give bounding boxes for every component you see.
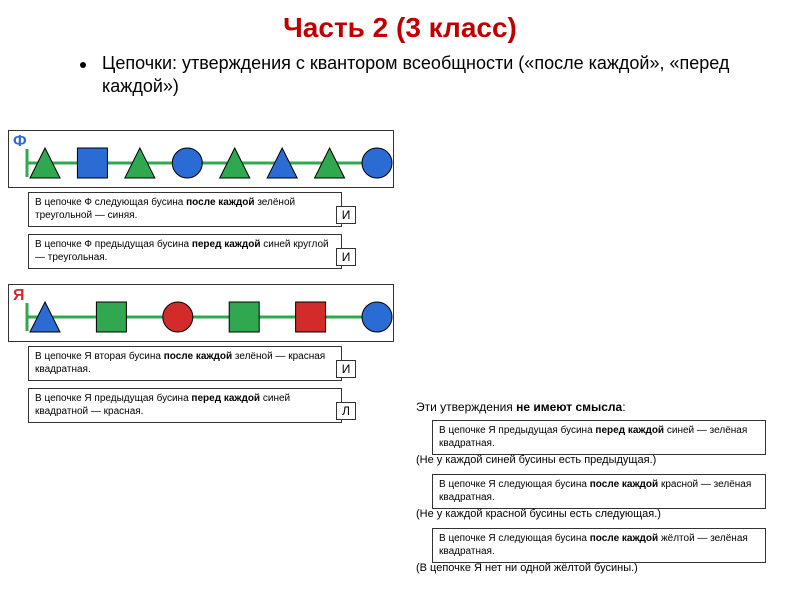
statement-box: В цепочке Ф предыдущая бусина перед кажд… <box>28 234 342 269</box>
nosense-explain: (В цепочке Я нет ни одной жёлтой бусины.… <box>416 562 638 574</box>
truth-badge: Л <box>336 402 356 420</box>
nosense-explain: (Не у каждой синей бусины есть предыдуща… <box>416 454 656 466</box>
nosense-statement: В цепочке Я следующая бусина после каждо… <box>432 528 766 563</box>
chain-label: Ф <box>13 133 27 151</box>
truth-badge: И <box>336 206 356 224</box>
statement-box: В цепочке Ф следующая бусина после каждо… <box>28 192 342 227</box>
chain-frame: Я <box>8 284 394 342</box>
nosense-explain: (Не у каждой красной бусины есть следующ… <box>416 508 661 520</box>
nosense-statement: В цепочке Я следующая бусина после каждо… <box>432 474 766 509</box>
truth-badge: И <box>336 248 356 266</box>
bullet-row: Цепочки: утверждения с квантором всеобщн… <box>80 52 760 99</box>
nosense-statement: В цепочке Я предыдущая бусина перед кажд… <box>432 420 766 455</box>
chain-svg <box>9 285 393 341</box>
chain-label: Я <box>13 287 25 305</box>
bullet-text: Цепочки: утверждения с квантором всеобщн… <box>102 52 760 99</box>
chain-ya-block: Я <box>8 284 394 342</box>
statement-box: В цепочке Я вторая бусина после каждой з… <box>28 346 342 381</box>
statement-box: В цепочке Я предыдущая бусина перед кажд… <box>28 388 342 423</box>
chain-svg <box>9 131 393 187</box>
truth-badge: И <box>336 360 356 378</box>
slide-title: Часть 2 (3 класс) <box>0 12 800 44</box>
chain-f-block: Ф <box>8 130 394 188</box>
bullet-dot <box>80 62 86 68</box>
chain-frame: Ф <box>8 130 394 188</box>
nosense-header: Эти утверждения не имеют смысла: <box>416 400 626 414</box>
